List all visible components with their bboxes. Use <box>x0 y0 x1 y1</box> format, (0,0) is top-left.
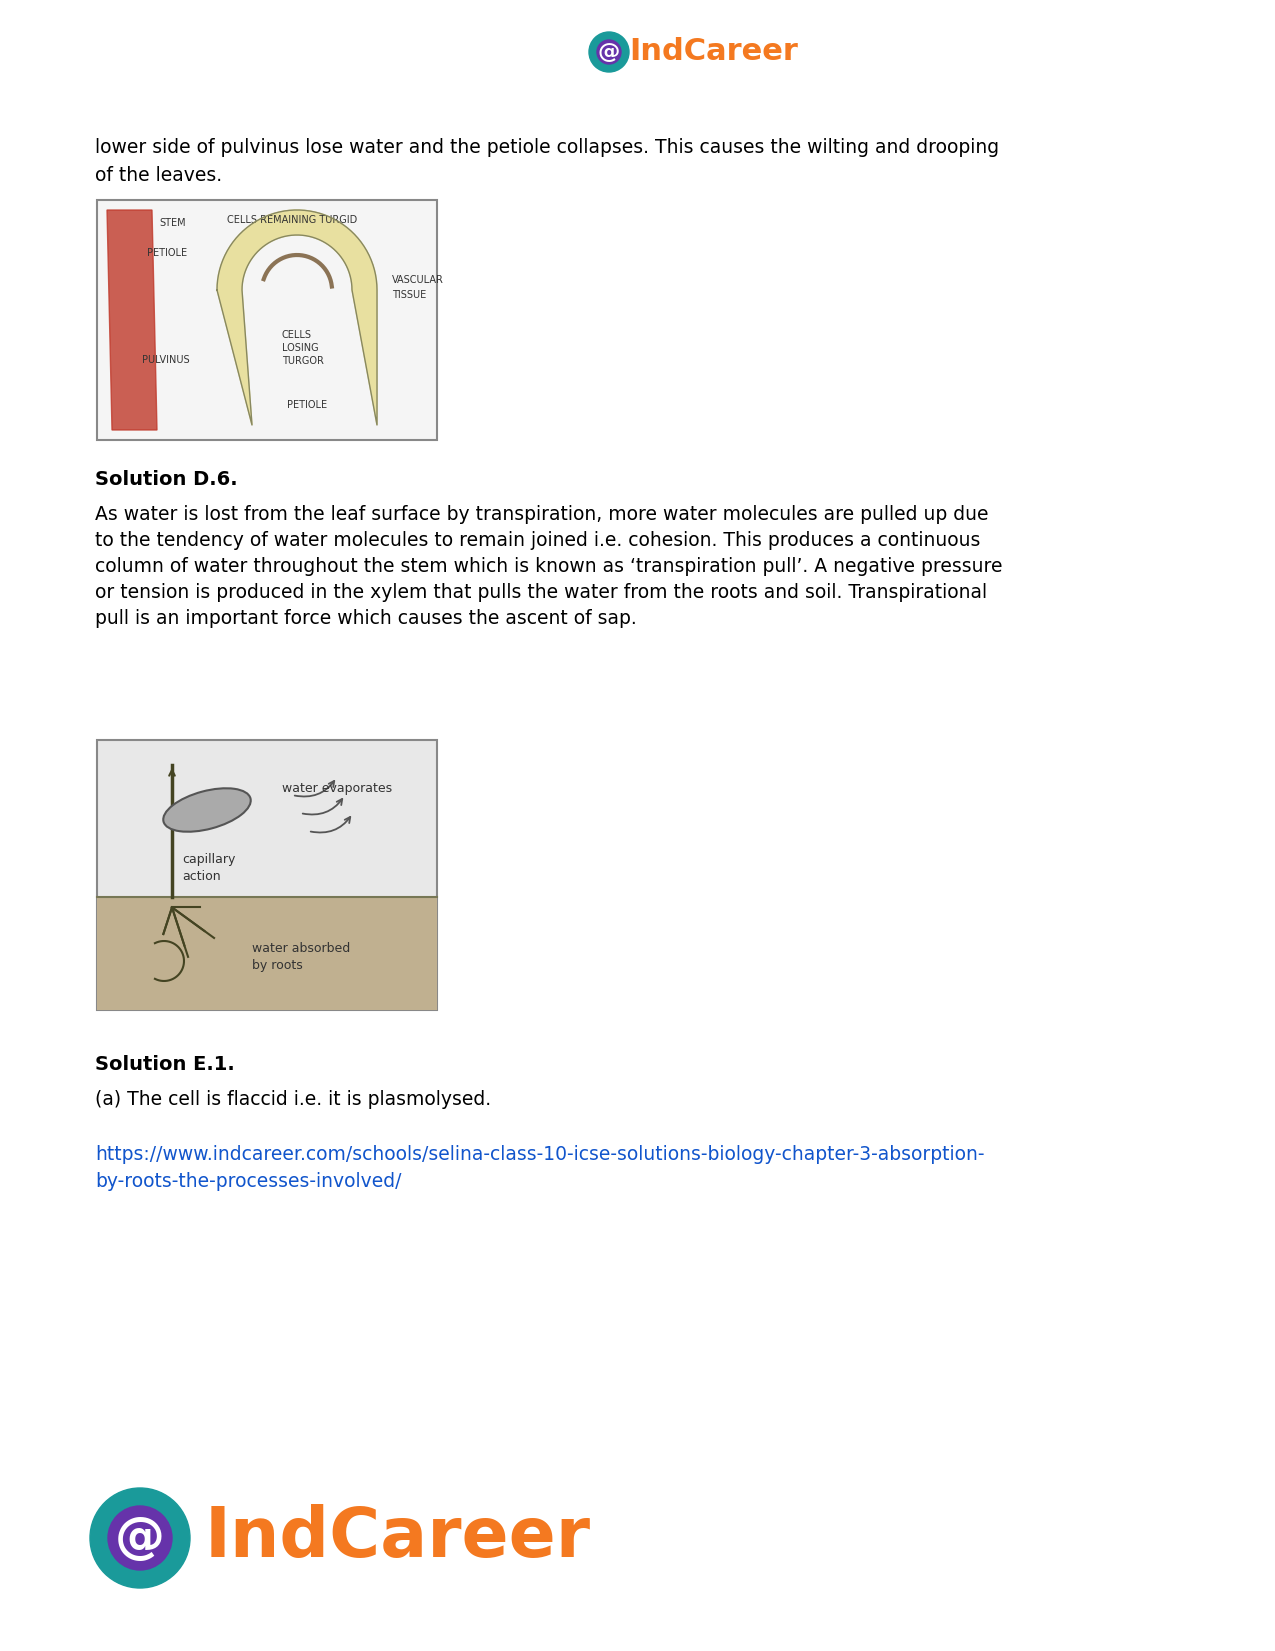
Text: VASCULAR: VASCULAR <box>391 276 444 286</box>
Text: As water is lost from the leaf surface by transpiration, more water molecules ar: As water is lost from the leaf surface b… <box>96 505 988 523</box>
Text: of the leaves.: of the leaves. <box>96 167 222 185</box>
Text: https://www.indcareer.com/schools/selina-class-10-icse-solutions-biology-chapter: https://www.indcareer.com/schools/selina… <box>96 1146 984 1164</box>
Text: TURGOR: TURGOR <box>282 357 324 367</box>
Text: TISSUE: TISSUE <box>391 291 426 300</box>
Circle shape <box>108 1506 172 1570</box>
FancyBboxPatch shape <box>97 896 437 1010</box>
Circle shape <box>589 31 629 73</box>
Polygon shape <box>217 210 377 424</box>
Text: LOSING: LOSING <box>282 343 319 353</box>
Text: IndCareer: IndCareer <box>205 1504 592 1572</box>
Text: capillary
action: capillary action <box>182 854 236 883</box>
Text: by-roots-the-processes-involved/: by-roots-the-processes-involved/ <box>96 1172 402 1190</box>
Text: Solution E.1.: Solution E.1. <box>96 1055 235 1075</box>
FancyBboxPatch shape <box>97 740 437 1010</box>
Text: PETIOLE: PETIOLE <box>287 400 328 409</box>
Text: water absorbed
by roots: water absorbed by roots <box>252 943 351 972</box>
Text: (a) The cell is flaccid i.e. it is plasmolysed.: (a) The cell is flaccid i.e. it is plasm… <box>96 1090 491 1109</box>
Circle shape <box>597 40 621 64</box>
Text: CELLS REMAINING TURGID: CELLS REMAINING TURGID <box>227 215 357 225</box>
Text: @: @ <box>115 1514 164 1562</box>
FancyBboxPatch shape <box>97 200 437 441</box>
Text: water evaporates: water evaporates <box>282 783 393 796</box>
Ellipse shape <box>163 788 251 832</box>
Text: or tension is produced in the xylem that pulls the water from the roots and soil: or tension is produced in the xylem that… <box>96 583 987 603</box>
Text: STEM: STEM <box>159 218 186 228</box>
Text: column of water throughout the stem which is known as ‘transpiration pull’. A ne: column of water throughout the stem whic… <box>96 556 1002 576</box>
Text: Solution D.6.: Solution D.6. <box>96 471 237 489</box>
Text: PULVINUS: PULVINUS <box>142 355 190 365</box>
Text: lower side of pulvinus lose water and the petiole collapses. This causes the wil: lower side of pulvinus lose water and th… <box>96 139 1000 157</box>
Text: PETIOLE: PETIOLE <box>147 248 187 258</box>
Text: pull is an important force which causes the ascent of sap.: pull is an important force which causes … <box>96 609 636 627</box>
Circle shape <box>91 1488 190 1588</box>
Text: IndCareer: IndCareer <box>629 38 798 66</box>
Text: to the tendency of water molecules to remain joined i.e. cohesion. This produces: to the tendency of water molecules to re… <box>96 532 980 550</box>
Text: CELLS: CELLS <box>282 330 312 340</box>
Polygon shape <box>107 210 157 429</box>
Text: @: @ <box>598 41 620 63</box>
